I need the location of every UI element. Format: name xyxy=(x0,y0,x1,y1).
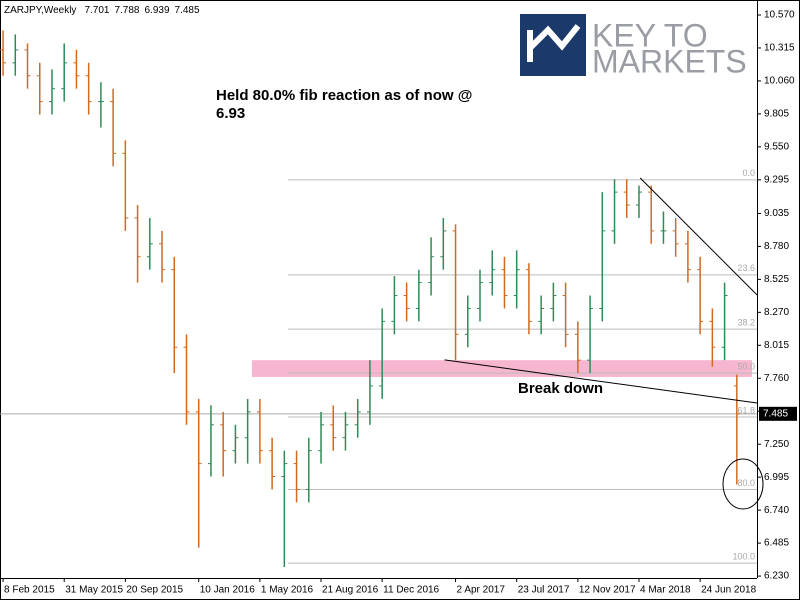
y-tick-label: 10.060 xyxy=(764,76,795,87)
annotation: Break down xyxy=(518,380,603,397)
y-tick-label: 10.315 xyxy=(764,43,795,54)
x-tick-label: 23 Jul 2017 xyxy=(518,585,570,596)
y-tick-label: 8.015 xyxy=(764,340,789,351)
logo-text: KEY TO xyxy=(592,17,708,53)
x-tick-label: 1 May 2016 xyxy=(261,585,314,596)
x-tick-label: 2 Apr 2017 xyxy=(457,585,506,596)
price-tag xyxy=(759,406,797,421)
trendline xyxy=(444,359,758,404)
logo: KEY TO MARKETS xyxy=(520,14,747,79)
x-tick-label: 10 Jan 2016 xyxy=(200,585,255,596)
y-tick-label: 9.805 xyxy=(764,109,789,120)
annotation: Held 80.0% fib reaction as of now @ xyxy=(216,87,472,104)
symbol: ZARJPY,Weekly xyxy=(4,5,76,16)
y-tick-label: 6.995 xyxy=(764,472,789,483)
x-tick-label: 8 Feb 2015 xyxy=(4,585,55,596)
x-tick-label: 31 May 2015 xyxy=(65,585,123,596)
y-tick-label: 7.250 xyxy=(764,439,789,450)
y-tick-label: 6.740 xyxy=(764,505,789,516)
x-tick-label: 21 Aug 2016 xyxy=(322,585,379,596)
fib-label: 61.8 xyxy=(737,405,755,415)
logo-text: MARKETS xyxy=(592,43,747,79)
y-tick-label: 8.270 xyxy=(764,307,789,318)
y-tick-label: 9.550 xyxy=(764,141,789,152)
y-tick-label: 6.485 xyxy=(764,538,789,549)
y-tick-label: 9.035 xyxy=(764,208,789,219)
x-tick-label: 12 Nov 2017 xyxy=(579,585,636,596)
last-open: 7.701 xyxy=(84,5,109,16)
price-tag-label: 7.485 xyxy=(763,408,788,419)
x-tick-label: 11 Dec 2016 xyxy=(383,585,439,596)
fib-label: 50.0 xyxy=(737,361,755,371)
highlight-circle xyxy=(722,458,764,510)
fib-label: 0.0 xyxy=(742,168,755,178)
fib-label: 100.0 xyxy=(732,552,755,562)
fib-label: 38.2 xyxy=(737,318,755,328)
y-tick-label: 8.780 xyxy=(764,241,789,252)
last-close: 7.485 xyxy=(175,5,200,16)
y-tick-label: 9.295 xyxy=(764,174,789,185)
last-low: 6.939 xyxy=(145,5,170,16)
trendline xyxy=(639,177,758,296)
chart-title: ZARJPY,Weekly 7.701 7.788 6.939 7.485 xyxy=(4,5,200,16)
y-tick-label: 6.230 xyxy=(764,571,789,582)
x-tick-label: 20 Sep 2015 xyxy=(126,585,183,596)
y-tick-label: 7.760 xyxy=(764,373,789,384)
last-high: 7.788 xyxy=(114,5,139,16)
support-zone xyxy=(252,360,752,377)
annotation: 6.93 xyxy=(216,105,245,122)
fib-label: 80.0 xyxy=(737,478,755,488)
logo-icon xyxy=(527,24,581,62)
x-tick-label: 4 Mar 2018 xyxy=(640,585,691,596)
x-tick-label: 24 Jun 2018 xyxy=(701,585,756,596)
y-tick-label: 8.525 xyxy=(764,274,789,285)
fib-label: 23.6 xyxy=(737,263,755,273)
y-tick-label: 10.570 xyxy=(764,10,795,21)
